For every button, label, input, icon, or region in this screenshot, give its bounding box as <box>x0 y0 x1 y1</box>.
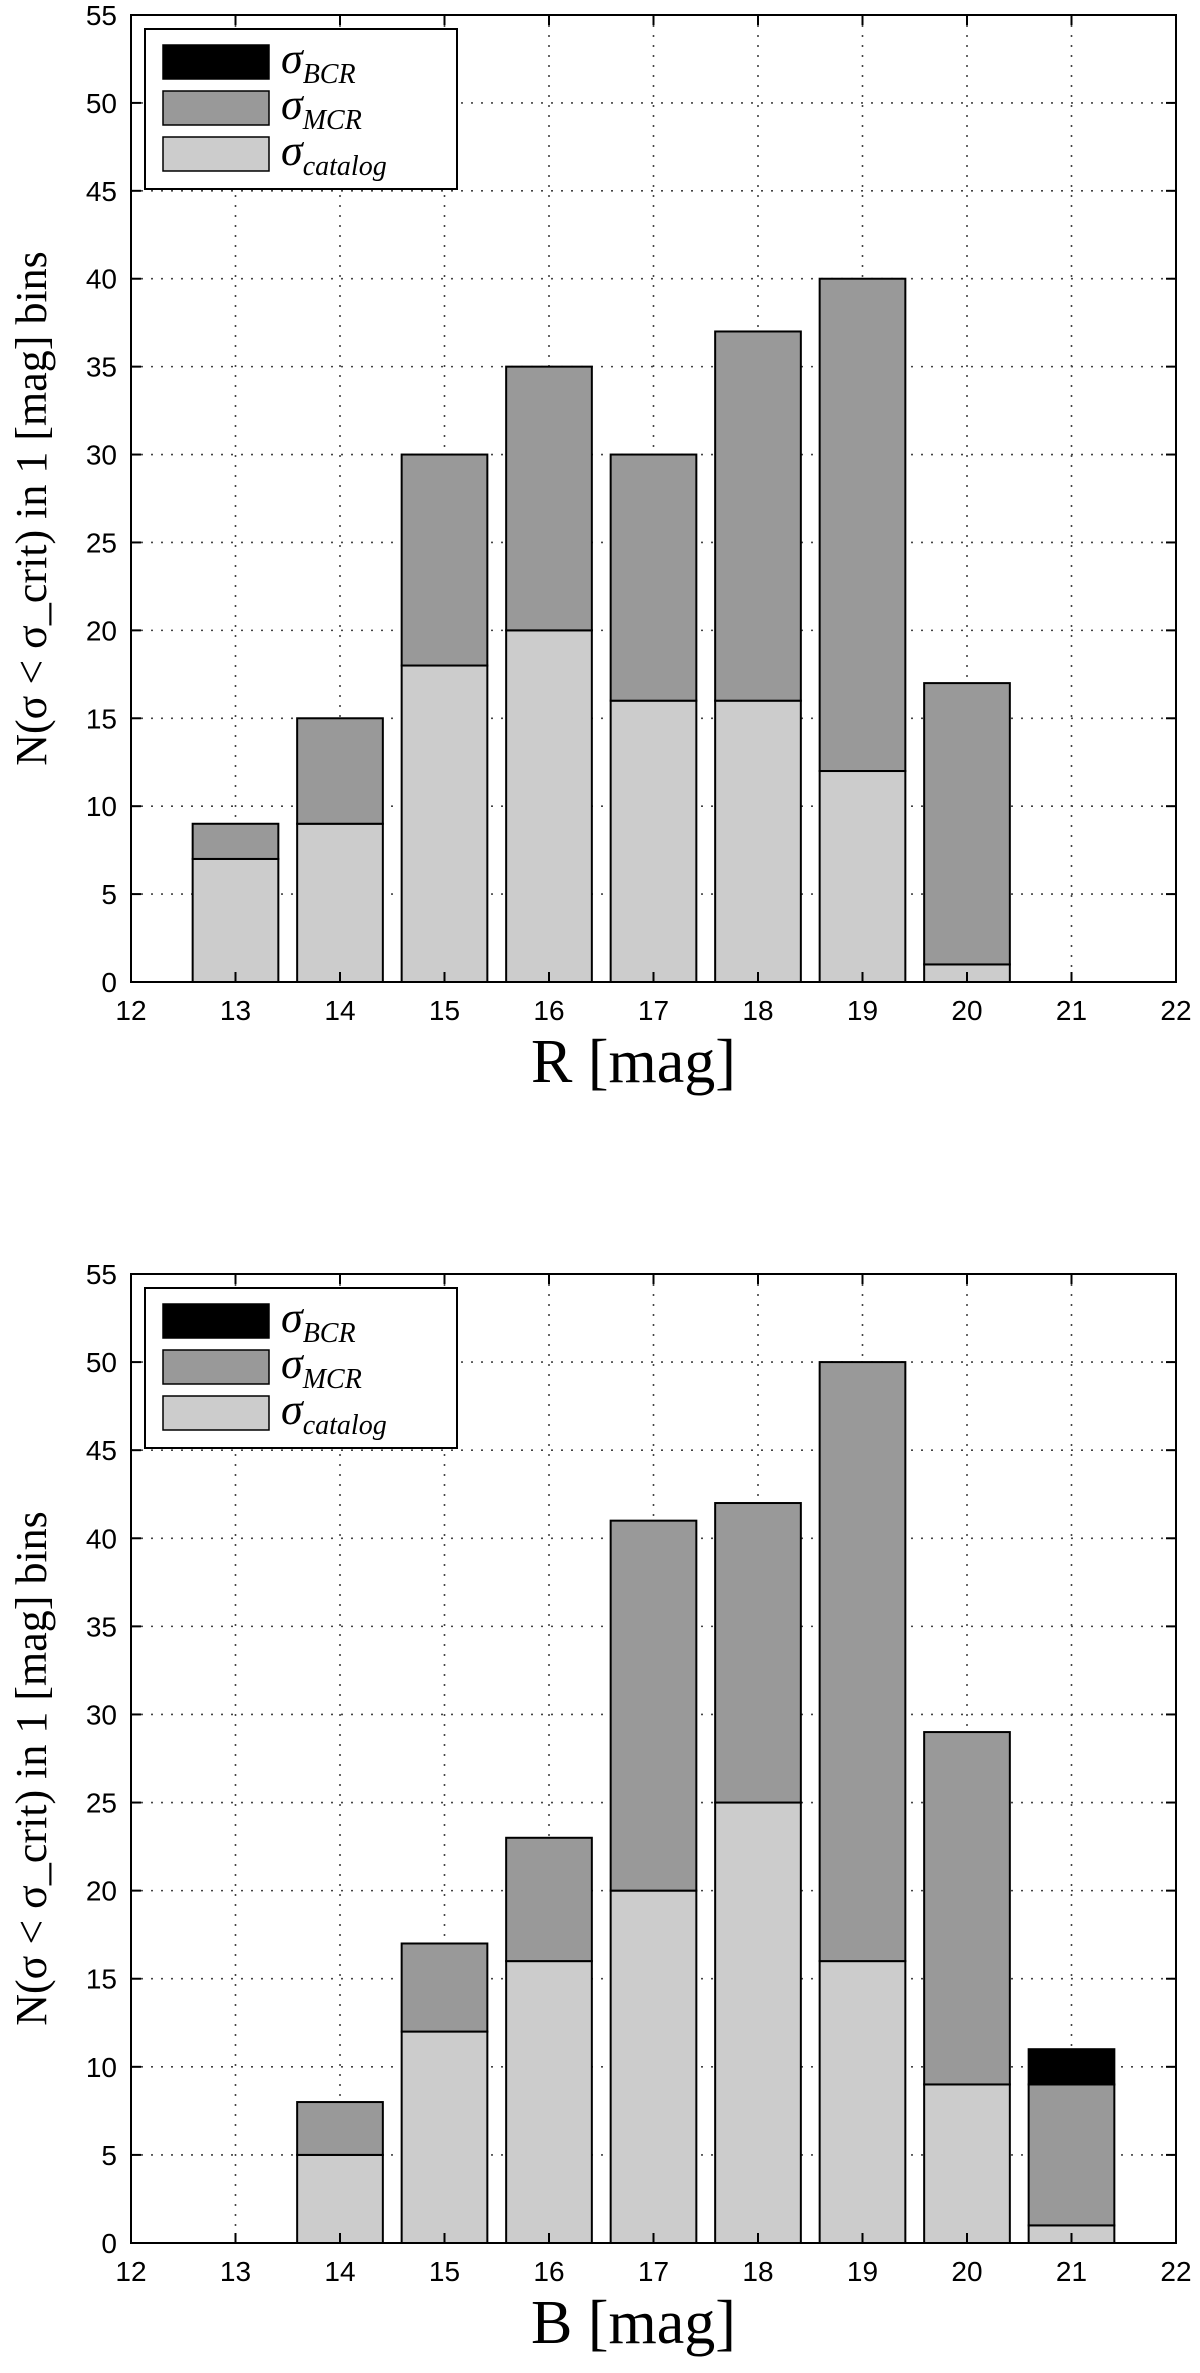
x-tick-label: 20 <box>951 2256 982 2287</box>
y-tick-label: 10 <box>86 791 117 822</box>
x-tick-label: 22 <box>1160 995 1191 1026</box>
y-tick-label: 30 <box>86 1699 117 1730</box>
bar-mcr-14 <box>296 2101 384 2156</box>
legend-swatch-mcr <box>162 90 270 126</box>
x-tick-label: 16 <box>533 995 564 1026</box>
bar-mcr-20 <box>923 682 1011 966</box>
y-tick-label: 45 <box>86 1435 117 1466</box>
x-tick-label: 19 <box>847 2256 878 2287</box>
x-tick-label: 15 <box>429 995 460 1026</box>
x-axis-label: B [mag] <box>531 2289 736 2357</box>
x-tick-label: 17 <box>638 995 669 1026</box>
x-tick-label: 22 <box>1160 2256 1191 2287</box>
bar-mcr-17 <box>609 1519 698 1892</box>
bar-catalog-15 <box>400 2030 489 2244</box>
y-tick-label: 5 <box>101 879 117 910</box>
bar-bcr-21 <box>1027 2048 1116 2086</box>
y-tick-label: 35 <box>86 1611 117 1642</box>
bar-mcr-15 <box>400 1942 489 2033</box>
x-tick-label: 18 <box>742 995 773 1026</box>
bar-catalog-18 <box>714 1801 802 2244</box>
bar-catalog-15 <box>400 664 489 983</box>
y-axis-label: N(σ < σ_crit) in 1 [mag] bins <box>7 251 56 766</box>
legend-label-bcr: σBCR <box>281 1293 356 1349</box>
bar-catalog-18 <box>714 699 802 983</box>
x-tick-label: 14 <box>324 995 355 1026</box>
legend-swatch-catalog <box>162 1395 270 1431</box>
legend-swatch-bcr <box>162 44 270 80</box>
bar-mcr-15 <box>400 453 489 667</box>
bar-mcr-13 <box>191 822 280 860</box>
bar-mcr-19 <box>818 1361 907 1963</box>
y-tick-label: 15 <box>86 1964 117 1995</box>
x-tick-label: 16 <box>533 2256 564 2287</box>
bar-mcr-16 <box>505 1836 593 1963</box>
bar-mcr-18 <box>714 1502 802 1804</box>
x-tick-label: 17 <box>638 2256 669 2287</box>
bar-catalog-13 <box>191 857 280 983</box>
bar-catalog-19 <box>818 770 907 983</box>
bar-mcr-17 <box>609 453 698 702</box>
y-tick-label: 20 <box>86 615 117 646</box>
legend-swatch-bcr <box>162 1303 270 1339</box>
y-tick-label: 50 <box>86 88 117 119</box>
x-tick-label: 12 <box>115 2256 146 2287</box>
x-tick-label: 21 <box>1056 995 1087 1026</box>
x-tick-label: 12 <box>115 995 146 1026</box>
x-tick-label: 15 <box>429 2256 460 2287</box>
x-tick-label: 21 <box>1056 2256 1087 2287</box>
bar-catalog-16 <box>505 629 593 983</box>
y-tick-label: 0 <box>101 2228 117 2259</box>
y-axis-label: N(σ < σ_crit) in 1 [mag] bins <box>7 1511 56 2026</box>
y-tick-label: 15 <box>86 703 117 734</box>
x-tick-label: 13 <box>220 2256 251 2287</box>
bar-catalog-14 <box>296 822 384 983</box>
bar-catalog-20 <box>923 2083 1011 2244</box>
x-tick-label: 20 <box>951 995 982 1026</box>
bar-mcr-14 <box>296 717 384 825</box>
bar-mcr-18 <box>714 330 802 702</box>
bar-catalog-19 <box>818 1960 907 2245</box>
x-tick-label: 13 <box>220 995 251 1026</box>
bar-catalog-14 <box>296 2153 384 2245</box>
y-tick-label: 40 <box>86 264 117 295</box>
y-tick-label: 50 <box>86 1347 117 1378</box>
y-tick-label: 25 <box>86 527 117 558</box>
y-tick-label: 55 <box>86 0 117 31</box>
x-tick-label: 14 <box>324 2256 355 2287</box>
legend-swatch-mcr <box>162 1349 270 1385</box>
y-tick-label: 25 <box>86 1788 117 1819</box>
x-axis-label: R [mag] <box>531 1028 736 1096</box>
bar-catalog-17 <box>609 1889 698 2244</box>
y-tick-label: 35 <box>86 352 117 383</box>
y-tick-label: 30 <box>86 440 117 471</box>
y-tick-label: 5 <box>101 2140 117 2171</box>
bar-mcr-21 <box>1027 2083 1116 2227</box>
r-band-panel: 12 13 14 15 16 17 18 19 20 21 22 0 5 10 15 20 25 30 35 40 45… <box>7 0 1192 1096</box>
bar-mcr-20 <box>923 1731 1011 2086</box>
y-tick-label: 10 <box>86 2052 117 2083</box>
x-tick-label: 19 <box>847 995 878 1026</box>
x-tick-label: 18 <box>742 2256 773 2287</box>
y-tick-label: 0 <box>101 967 117 998</box>
bar-catalog-17 <box>609 699 698 983</box>
bar-mcr-19 <box>818 277 907 773</box>
y-tick-label: 55 <box>86 1259 117 1290</box>
y-tick-label: 45 <box>86 176 117 207</box>
legend-swatch-catalog <box>162 136 270 172</box>
y-tick-label: 20 <box>86 1876 117 1907</box>
bar-catalog-16 <box>505 1960 593 2245</box>
y-tick-label: 40 <box>86 1523 117 1554</box>
b-band-panel: 12 13 14 15 16 17 18 19 20 21 22 0 5 10 15 20 25 30 35 40 45… <box>7 1259 1192 2357</box>
bar-mcr-16 <box>505 365 593 632</box>
